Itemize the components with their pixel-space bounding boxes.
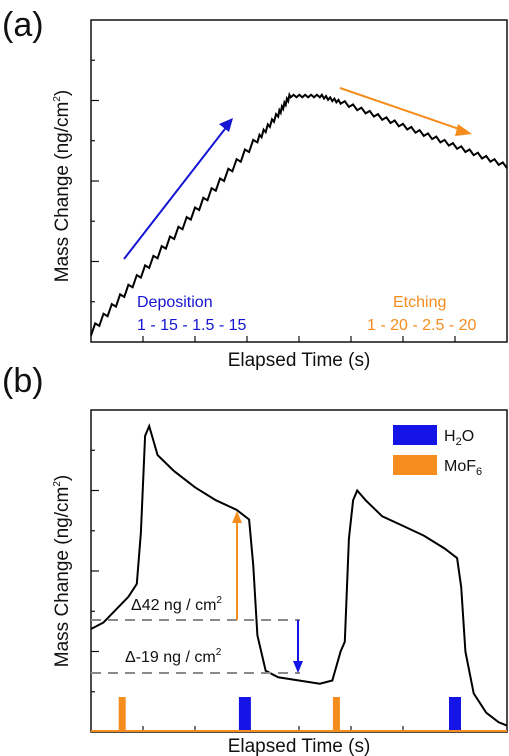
legend-mof6-swatch xyxy=(393,455,437,475)
deposition-arrowhead xyxy=(219,118,233,132)
panel-b: (b) Δ42 ng / cm2 Δ-19 ng / cm2 H2O MoF6 … xyxy=(2,362,508,756)
etching-arrowhead xyxy=(455,124,472,136)
panel-a-letter: (a) xyxy=(2,6,44,44)
h2o-pulse-bar xyxy=(238,697,251,730)
delta-19-label: Δ-19 ng / cm2 xyxy=(125,647,222,666)
panel-b-ticks xyxy=(91,449,456,732)
etching-arrow xyxy=(339,87,463,131)
panel-b-letter: (b) xyxy=(2,362,44,400)
panel-a-ticks xyxy=(91,59,456,342)
panel-a-y-axis-label: Mass Change (ng/cm2) xyxy=(52,90,73,282)
legend-mof6-label: MoF6 xyxy=(444,458,482,478)
legend-h2o-swatch xyxy=(393,425,437,445)
legend-h2o-label: H2O xyxy=(444,428,474,448)
panel-b-pulses xyxy=(91,697,507,732)
panel-b-y-axis-label: Mass Change (ng/cm2) xyxy=(52,475,73,667)
mof6-pulse-bar xyxy=(118,697,126,730)
panel-a: (a) Deposition 1 - 15 - 1.5 - 15 Etching… xyxy=(2,6,508,371)
deposition-arrow xyxy=(123,124,229,260)
panel-a-mass-line xyxy=(90,91,508,336)
mass-gain-arrowhead xyxy=(232,511,242,523)
deposition-params: 1 - 15 - 1.5 - 15 xyxy=(137,317,246,334)
panel-b-x-axis-label: Elapsed Time (s) xyxy=(228,736,371,756)
panel-a-x-axis-label: Elapsed Time (s) xyxy=(228,350,371,371)
h2o-pulse-bar xyxy=(449,697,461,730)
delta-42-label: Δ42 ng / cm2 xyxy=(131,595,222,614)
mass-loss-arrowhead xyxy=(293,661,303,673)
panel-b-mass-line xyxy=(90,423,508,727)
deposition-label: Deposition xyxy=(137,294,213,311)
etching-params: 1 - 20 - 2.5 - 20 xyxy=(367,317,476,334)
etching-label: Etching xyxy=(393,294,446,311)
mof6-pulse-bar xyxy=(332,697,340,730)
